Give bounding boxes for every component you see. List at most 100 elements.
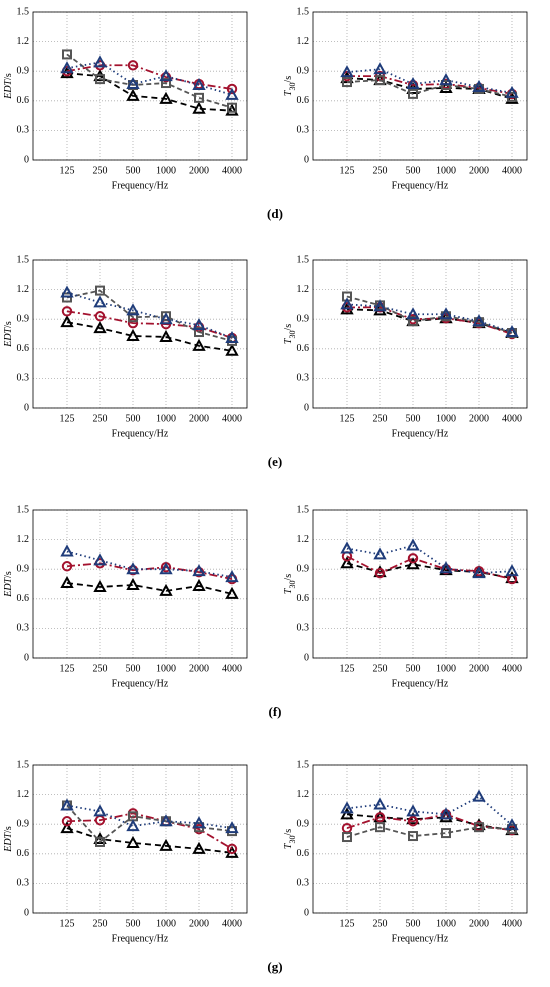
y-tick-label: 0.6 xyxy=(297,593,310,604)
marker xyxy=(373,797,387,810)
x-tick-label: 500 xyxy=(406,663,421,674)
marker xyxy=(159,329,173,342)
marker xyxy=(61,816,73,827)
y-axis-label-part: /s xyxy=(3,826,14,833)
marker xyxy=(505,818,519,831)
x-tick-label: 1000 xyxy=(436,413,456,424)
x-tick-label: 125 xyxy=(340,918,355,929)
marker xyxy=(472,79,486,92)
y-tick-label: 0.9 xyxy=(17,65,30,76)
y-tick-label: 0.9 xyxy=(17,563,30,574)
marker xyxy=(340,65,354,78)
marker xyxy=(159,69,173,82)
marker xyxy=(225,586,239,599)
x-tick-label: 4000 xyxy=(222,663,242,674)
series-line xyxy=(346,795,513,826)
x-axis-label: Frequency/Hz xyxy=(392,180,449,191)
marker xyxy=(95,836,105,847)
y-axis-label-part: /s xyxy=(283,324,294,331)
x-tick-label: 250 xyxy=(93,413,108,424)
marker xyxy=(225,821,239,834)
x-tick-label: 4000 xyxy=(502,918,522,929)
y-axis-label: EDT/s xyxy=(3,826,14,853)
marker xyxy=(93,804,107,817)
marker xyxy=(95,285,105,296)
marker xyxy=(62,49,72,60)
marker xyxy=(159,814,173,827)
marker xyxy=(406,538,420,551)
series-line xyxy=(346,77,513,100)
y-axis-label-part: 30 xyxy=(288,581,297,589)
x-tick-label: 4000 xyxy=(502,663,522,674)
x-tick-label: 125 xyxy=(340,413,355,424)
axes-frame xyxy=(32,764,248,914)
x-axis-label: Frequency/Hz xyxy=(112,678,169,689)
marker xyxy=(126,835,140,848)
y-tick-label: 0.9 xyxy=(297,313,310,324)
y-tick-label: 0.3 xyxy=(17,373,30,384)
marker xyxy=(192,816,206,829)
x-tick-label: 2000 xyxy=(189,165,209,176)
marker xyxy=(225,330,239,343)
marker xyxy=(408,316,418,327)
y-axis-label: EDT/s xyxy=(3,321,14,348)
x-tick-label: 2000 xyxy=(469,165,489,176)
marker xyxy=(60,798,74,811)
marker xyxy=(375,822,385,833)
marker xyxy=(161,78,171,89)
x-axis-label: Frequency/Hz xyxy=(392,678,449,689)
chart: 0 0.3 0.6 0.9 1.2 1.5 125 250 500 1000 2000 4000 Fre… xyxy=(3,6,248,191)
marker xyxy=(406,76,420,90)
marker xyxy=(159,562,173,575)
axes-frame xyxy=(32,11,248,161)
y-axis-label: T30/s xyxy=(283,76,297,96)
y-tick-label: 1.5 xyxy=(17,6,30,17)
marker xyxy=(60,821,74,834)
marker xyxy=(472,314,486,327)
x-tick-label: 1000 xyxy=(436,918,456,929)
y-tick-label: 0.3 xyxy=(297,125,310,136)
marker xyxy=(407,816,419,827)
marker xyxy=(192,338,206,351)
marker xyxy=(472,789,486,802)
marker xyxy=(126,328,140,341)
x-tick-label: 4000 xyxy=(502,413,522,424)
x-tick-label: 125 xyxy=(60,413,75,424)
y-tick-label: 0.3 xyxy=(297,373,310,384)
series-line xyxy=(66,64,233,90)
y-tick-label: 1.5 xyxy=(297,254,310,265)
marker xyxy=(93,553,107,566)
series-line xyxy=(66,550,233,578)
x-tick-label: 250 xyxy=(93,663,108,674)
y-axis-label-part: /s xyxy=(283,829,294,836)
y-axis-label-part: /s xyxy=(3,571,14,578)
marker xyxy=(60,285,74,298)
y-tick-label: 0 xyxy=(24,907,29,918)
marker xyxy=(406,557,420,570)
y-axis-label-part: T xyxy=(283,89,294,96)
marker xyxy=(342,832,352,843)
y-tick-label: 1.2 xyxy=(297,534,310,545)
y-axis-label-part: /s xyxy=(3,73,14,80)
series-line xyxy=(346,562,513,579)
marker xyxy=(159,583,173,596)
series-line xyxy=(66,804,233,830)
y-tick-label: 0.6 xyxy=(17,343,30,354)
y-tick-label: 0.3 xyxy=(297,878,310,889)
series-line xyxy=(66,53,233,109)
axes-frame xyxy=(312,509,528,659)
axes-frame xyxy=(32,259,248,409)
marker xyxy=(128,312,138,323)
x-tick-label: 500 xyxy=(126,413,141,424)
marker xyxy=(505,564,519,577)
marker xyxy=(126,88,140,101)
x-tick-label: 500 xyxy=(406,165,421,176)
x-tick-label: 2000 xyxy=(189,918,209,929)
y-axis-label: EDT/s xyxy=(3,73,14,100)
x-tick-label: 500 xyxy=(406,413,421,424)
series-line xyxy=(346,303,513,333)
y-tick-label: 0.6 xyxy=(297,95,310,106)
series-line xyxy=(66,562,233,580)
x-tick-label: 125 xyxy=(340,165,355,176)
x-tick-label: 4000 xyxy=(222,413,242,424)
